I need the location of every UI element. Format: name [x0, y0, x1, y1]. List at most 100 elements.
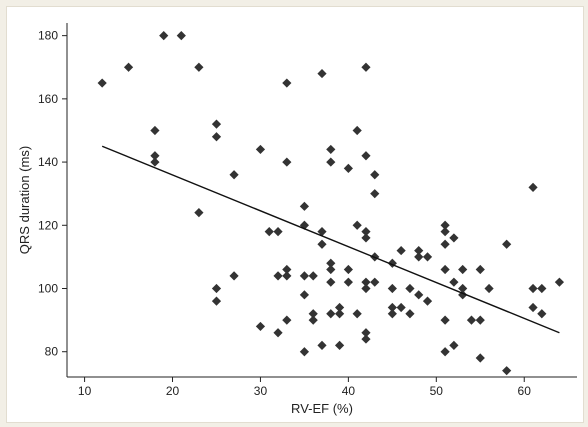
- data-point-marker: [273, 328, 283, 338]
- y-tick-label: 100: [38, 282, 58, 296]
- data-point-marker: [308, 271, 318, 281]
- data-points: [97, 31, 565, 376]
- data-point-marker: [422, 252, 433, 262]
- data-point-marker: [273, 271, 283, 281]
- data-point-marker: [334, 302, 345, 313]
- data-point-marker: [255, 321, 266, 332]
- x-axis-label: RV-EF (%): [291, 401, 353, 416]
- data-point-marker: [484, 283, 494, 294]
- data-point-marker: [440, 220, 450, 230]
- data-point-marker: [528, 182, 538, 192]
- data-point-marker: [343, 264, 353, 275]
- y-axis-label: QRS duration (ms): [17, 146, 32, 254]
- data-point-marker: [123, 62, 134, 72]
- y-tick-label: 120: [38, 218, 58, 232]
- data-point-marker: [282, 264, 292, 275]
- x-tick-label: 10: [78, 384, 92, 398]
- data-point-marker: [458, 290, 468, 300]
- data-point-marker: [150, 151, 160, 161]
- data-point-marker: [502, 366, 512, 376]
- data-point-marker: [282, 315, 292, 325]
- data-point-marker: [475, 264, 485, 275]
- data-point-marker: [528, 302, 538, 313]
- data-point-marker: [396, 302, 406, 313]
- data-point-marker: [343, 277, 353, 287]
- data-point-marker: [326, 277, 336, 287]
- data-point-marker: [299, 201, 310, 211]
- x-tick-label: 20: [166, 384, 180, 398]
- y-tick-label: 140: [38, 155, 58, 169]
- data-point-marker: [211, 132, 222, 142]
- data-point-marker: [229, 271, 239, 281]
- data-point-marker: [475, 315, 485, 325]
- data-point-marker: [422, 296, 433, 306]
- y-tick-label: 180: [38, 29, 58, 43]
- data-point-marker: [466, 315, 477, 325]
- data-point-marker: [282, 271, 292, 281]
- data-point-marker: [537, 309, 547, 319]
- data-point-marker: [299, 220, 310, 230]
- data-point-marker: [440, 347, 450, 357]
- data-point-marker: [414, 245, 424, 256]
- data-point-marker: [387, 309, 397, 319]
- data-point-marker: [299, 347, 310, 357]
- data-point-marker: [326, 264, 336, 275]
- data-point-marker: [414, 252, 424, 262]
- data-point-marker: [334, 309, 345, 319]
- data-point-marker: [282, 157, 292, 167]
- data-point-marker: [211, 296, 222, 306]
- data-point-marker: [326, 157, 336, 167]
- regression-line-group: [101, 145, 560, 334]
- data-point-marker: [194, 62, 204, 72]
- data-point-marker: [361, 227, 371, 237]
- data-point-marker: [387, 302, 397, 313]
- chart-frame: 10 20 30 40 50 60 80 100 120 140 160 180 RV-EF (%) …: [6, 6, 584, 423]
- data-point-marker: [458, 283, 468, 294]
- x-tick-label: 40: [342, 384, 356, 398]
- data-point-marker: [440, 227, 450, 237]
- data-point-marker: [361, 334, 371, 344]
- data-point-marker: [361, 283, 371, 294]
- data-point-marker: [361, 151, 371, 161]
- data-point-marker: [159, 31, 169, 41]
- data-point-marker: [352, 125, 362, 136]
- data-point-marker: [361, 277, 371, 287]
- data-point-marker: [449, 233, 459, 243]
- data-point-marker: [264, 227, 274, 237]
- data-point-marker: [449, 340, 459, 350]
- data-point-marker: [405, 283, 415, 294]
- data-point-marker: [396, 245, 406, 256]
- data-point-marker: [370, 277, 380, 287]
- data-point-marker: [502, 239, 512, 249]
- data-point-marker: [317, 239, 327, 249]
- data-point-marker: [370, 189, 380, 199]
- data-point-marker: [255, 144, 266, 155]
- data-point-marker: [440, 264, 450, 275]
- data-point-marker: [97, 78, 107, 88]
- y-tick-label: 160: [38, 92, 58, 106]
- data-point-marker: [361, 233, 371, 243]
- regression-line: [101, 145, 560, 334]
- data-point-marker: [326, 258, 336, 268]
- data-point-marker: [150, 157, 160, 167]
- data-point-marker: [317, 227, 327, 237]
- data-point-marker: [361, 328, 371, 338]
- y-tick-label: 80: [45, 345, 59, 359]
- x-tick-label: 30: [254, 384, 268, 398]
- data-point-marker: [326, 309, 336, 319]
- data-point-marker: [150, 125, 160, 136]
- data-point-marker: [537, 283, 547, 294]
- data-point-marker: [449, 277, 459, 287]
- data-point-marker: [475, 353, 485, 363]
- data-point-marker: [308, 315, 318, 325]
- data-point-marker: [528, 283, 538, 294]
- data-point-marker: [352, 220, 362, 230]
- data-point-marker: [361, 62, 371, 72]
- data-point-marker: [282, 78, 292, 88]
- data-point-marker: [554, 277, 565, 287]
- data-point-marker: [352, 309, 362, 319]
- data-point-marker: [458, 264, 468, 275]
- data-point-marker: [326, 144, 336, 155]
- data-point-marker: [343, 163, 353, 173]
